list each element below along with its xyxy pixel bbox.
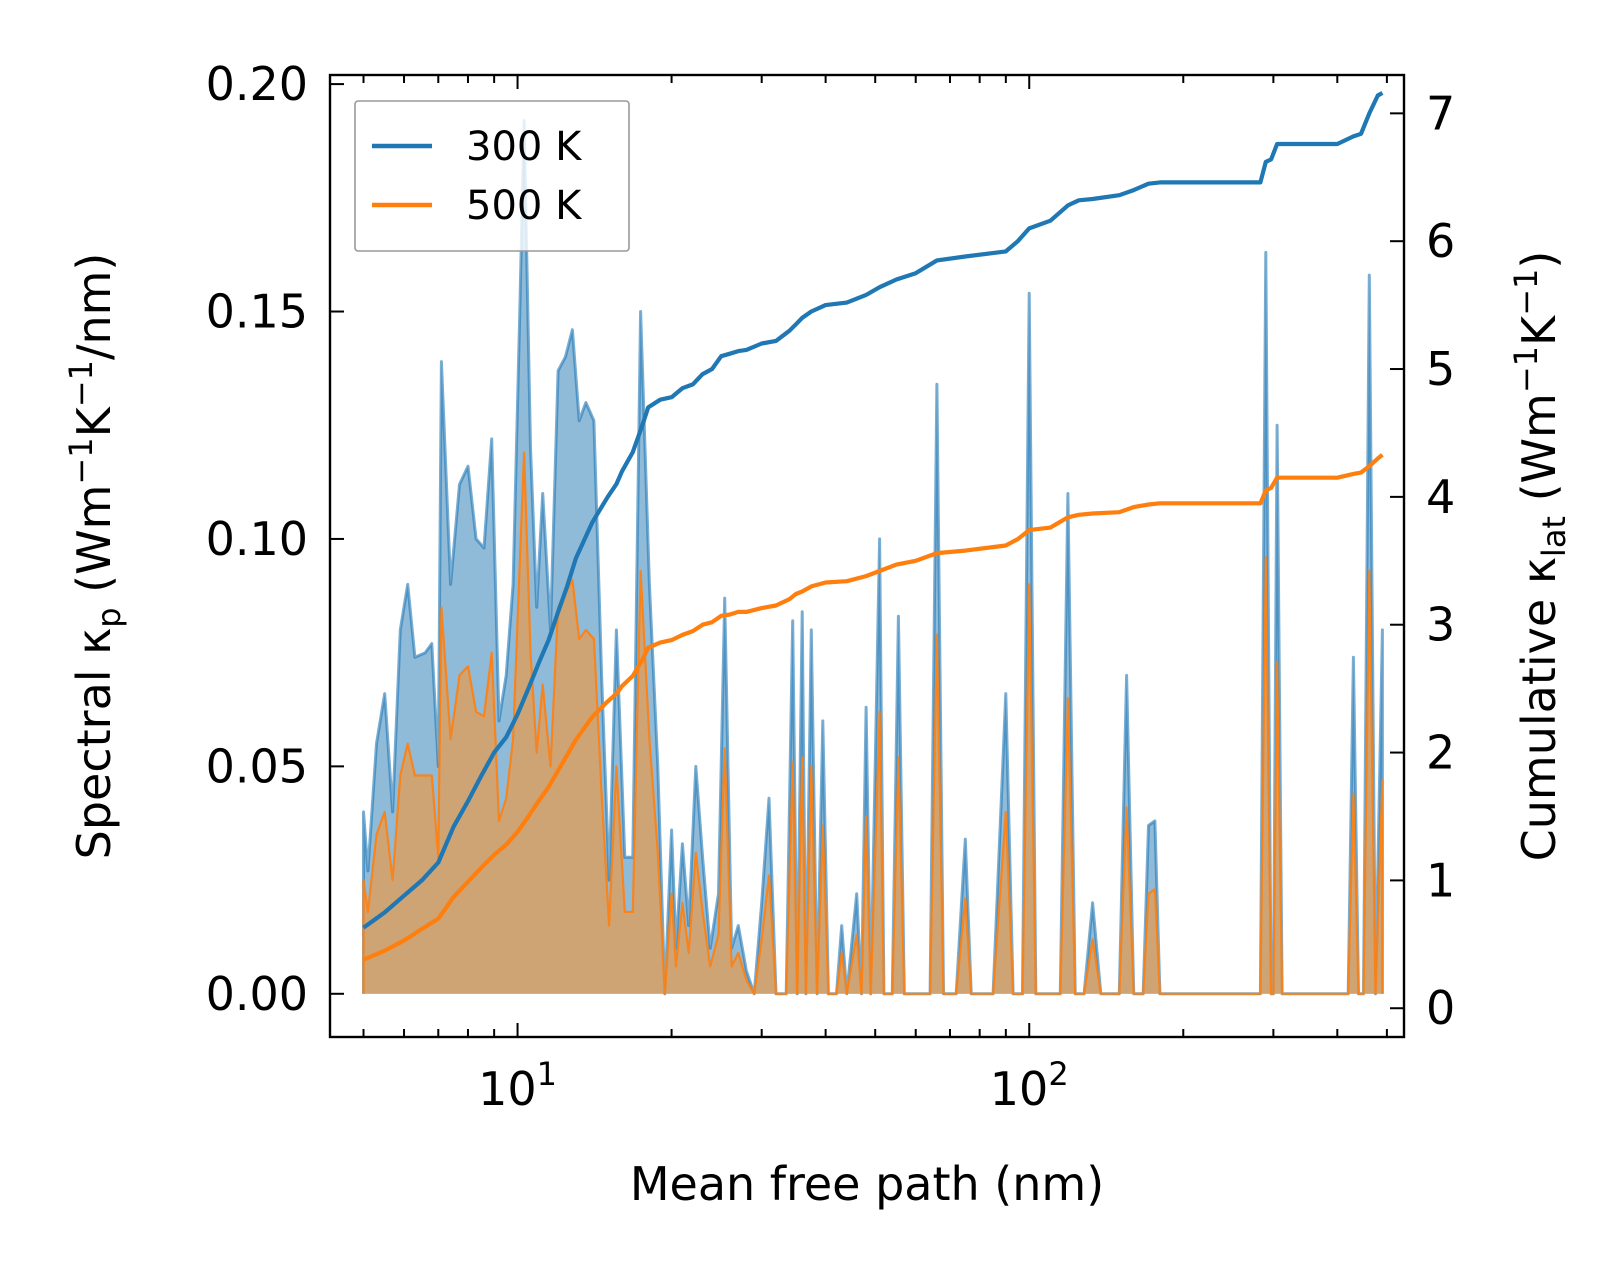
yr-post: (Wm bbox=[1512, 393, 1566, 516]
x-tick-base: 10 bbox=[990, 1062, 1049, 1116]
yl-sup2: −1 bbox=[62, 360, 100, 407]
y-tick-label-left: 0.15 bbox=[206, 285, 308, 339]
yr-sub: lat bbox=[1535, 516, 1573, 557]
y-tick-label-left: 0.20 bbox=[206, 57, 308, 111]
yl-pre: Spectral κ bbox=[67, 628, 121, 860]
y-tick-label-right: 3 bbox=[1426, 598, 1455, 652]
yr-mid: K bbox=[1512, 314, 1566, 346]
y-tick-label-right: 7 bbox=[1426, 86, 1455, 140]
y-axis-title-left: Spectral κp (Wm−1K−1/nm) bbox=[62, 253, 128, 860]
legend-label-500k: 500 K bbox=[466, 183, 583, 229]
yl-sub: p bbox=[90, 607, 128, 627]
x-axis-title: Mean free path (nm) bbox=[630, 1157, 1104, 1211]
spectral-fills bbox=[362, 119, 1384, 996]
y-axis-title-right: Cumulative κlat (Wm−1K−1) bbox=[1507, 251, 1573, 862]
cumulative-line-300k bbox=[362, 91, 1384, 930]
plot-frame bbox=[328, 73, 1406, 1039]
y-tick-label-right: 5 bbox=[1426, 342, 1455, 396]
y-tick-label-left: 0.00 bbox=[206, 967, 308, 1021]
y-tick-label-right: 1 bbox=[1426, 853, 1455, 907]
yr-sup2: −1 bbox=[1507, 269, 1545, 316]
legend: 300 K 500 K bbox=[354, 100, 630, 252]
y-tick-label-right: 4 bbox=[1426, 470, 1455, 524]
yr-sup1: −1 bbox=[1507, 346, 1545, 393]
data-lines bbox=[362, 91, 1384, 962]
y-tick-label-left: 0.10 bbox=[206, 512, 308, 566]
y-tick-label-right: 6 bbox=[1426, 214, 1455, 268]
x-tick-base: 10 bbox=[478, 1062, 537, 1116]
yr-pre: Cumulative κ bbox=[1512, 557, 1566, 861]
legend-box bbox=[354, 100, 630, 252]
x-tick-label: 101 bbox=[478, 1055, 557, 1116]
x-tick-exp: 1 bbox=[537, 1055, 557, 1093]
spectral-line-300k bbox=[362, 119, 1384, 996]
legend-label-300k: 300 K bbox=[466, 124, 583, 170]
y-tick-label-right: 2 bbox=[1426, 726, 1455, 780]
x-tick-label: 102 bbox=[990, 1055, 1069, 1116]
y-tick-label-left: 0.05 bbox=[206, 739, 308, 793]
spectral-line-500k bbox=[362, 451, 1384, 995]
x-tick-exp: 2 bbox=[1048, 1055, 1068, 1093]
yr-end: ) bbox=[1512, 251, 1566, 269]
yl-post: (Wm bbox=[67, 485, 121, 608]
y-tick-label-right: 0 bbox=[1426, 981, 1455, 1035]
yl-sup1: −1 bbox=[62, 437, 100, 484]
yl-end: /nm) bbox=[67, 253, 121, 360]
cumulative-line-500k bbox=[362, 453, 1384, 962]
yl-mid: K bbox=[67, 405, 121, 437]
axis-ticks bbox=[330, 75, 1404, 1037]
